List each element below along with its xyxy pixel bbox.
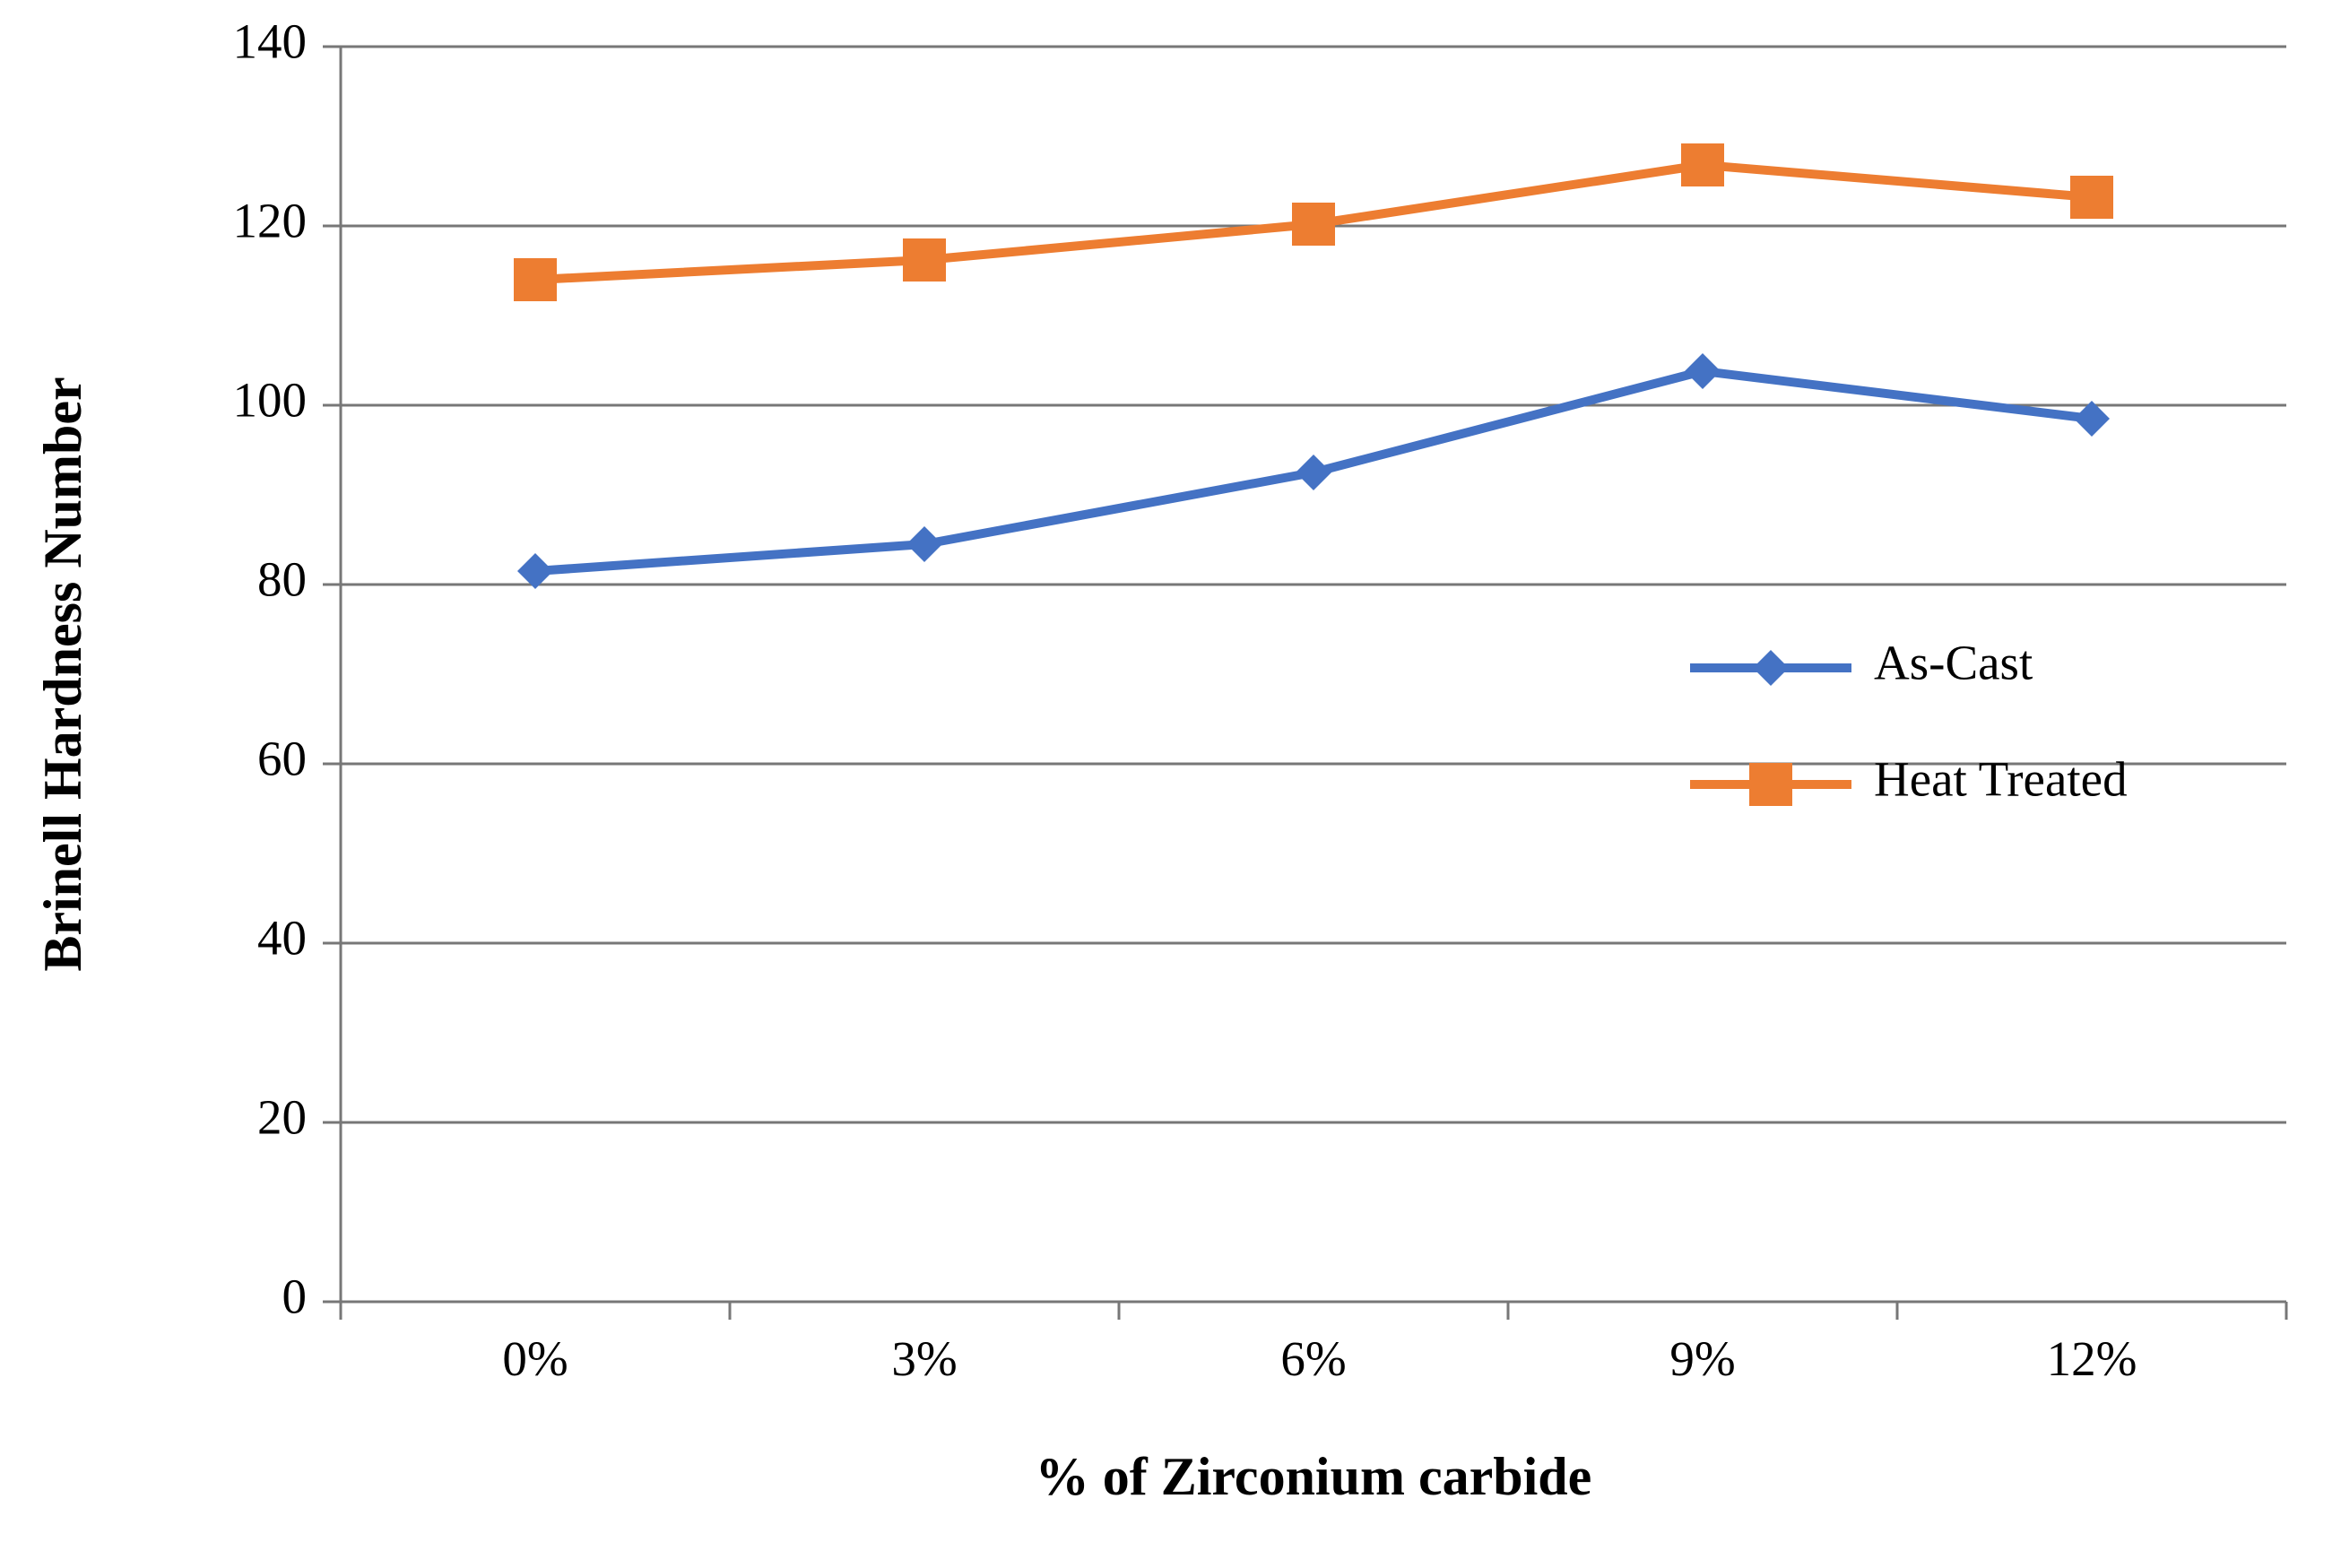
y-tick-label: 20 <box>257 1090 307 1145</box>
x-tick-label: 0% <box>502 1331 568 1386</box>
y-tick-label: 0 <box>282 1269 308 1324</box>
x-tick-label: 3% <box>891 1331 957 1386</box>
series-marker <box>1292 203 1335 246</box>
y-tick-label: 40 <box>257 911 307 966</box>
line-chart: 0 20 40 60 80 100 120 140 0% 3% 6% 9% 12% Brinell Har… <box>0 0 2341 1568</box>
x-axis-label: % of Zirconium carbide <box>1036 1447 1592 1506</box>
x-tick-label: 9% <box>1669 1331 1735 1386</box>
y-tick-label: 120 <box>233 194 308 248</box>
chart-container: 0 20 40 60 80 100 120 140 0% 3% 6% 9% 12% Brinell Har… <box>0 0 2341 1568</box>
series-marker <box>514 258 557 301</box>
legend-label: As-Cast <box>1874 636 2033 690</box>
series-marker <box>903 238 946 282</box>
series-marker <box>2070 176 2113 219</box>
legend-label: Heat Treated <box>1874 752 2128 807</box>
y-axis-label: Brinell Hardness Number <box>33 377 92 971</box>
y-tick-label: 100 <box>233 373 308 428</box>
y-tick-label: 80 <box>257 552 307 607</box>
series-marker <box>1681 143 1724 186</box>
y-tick-label: 140 <box>233 14 308 69</box>
y-tick-label: 60 <box>257 732 307 786</box>
x-tick-label: 12% <box>2047 1331 2137 1386</box>
x-tick-label: 6% <box>1280 1331 1346 1386</box>
legend-swatch-marker <box>1749 763 1792 806</box>
